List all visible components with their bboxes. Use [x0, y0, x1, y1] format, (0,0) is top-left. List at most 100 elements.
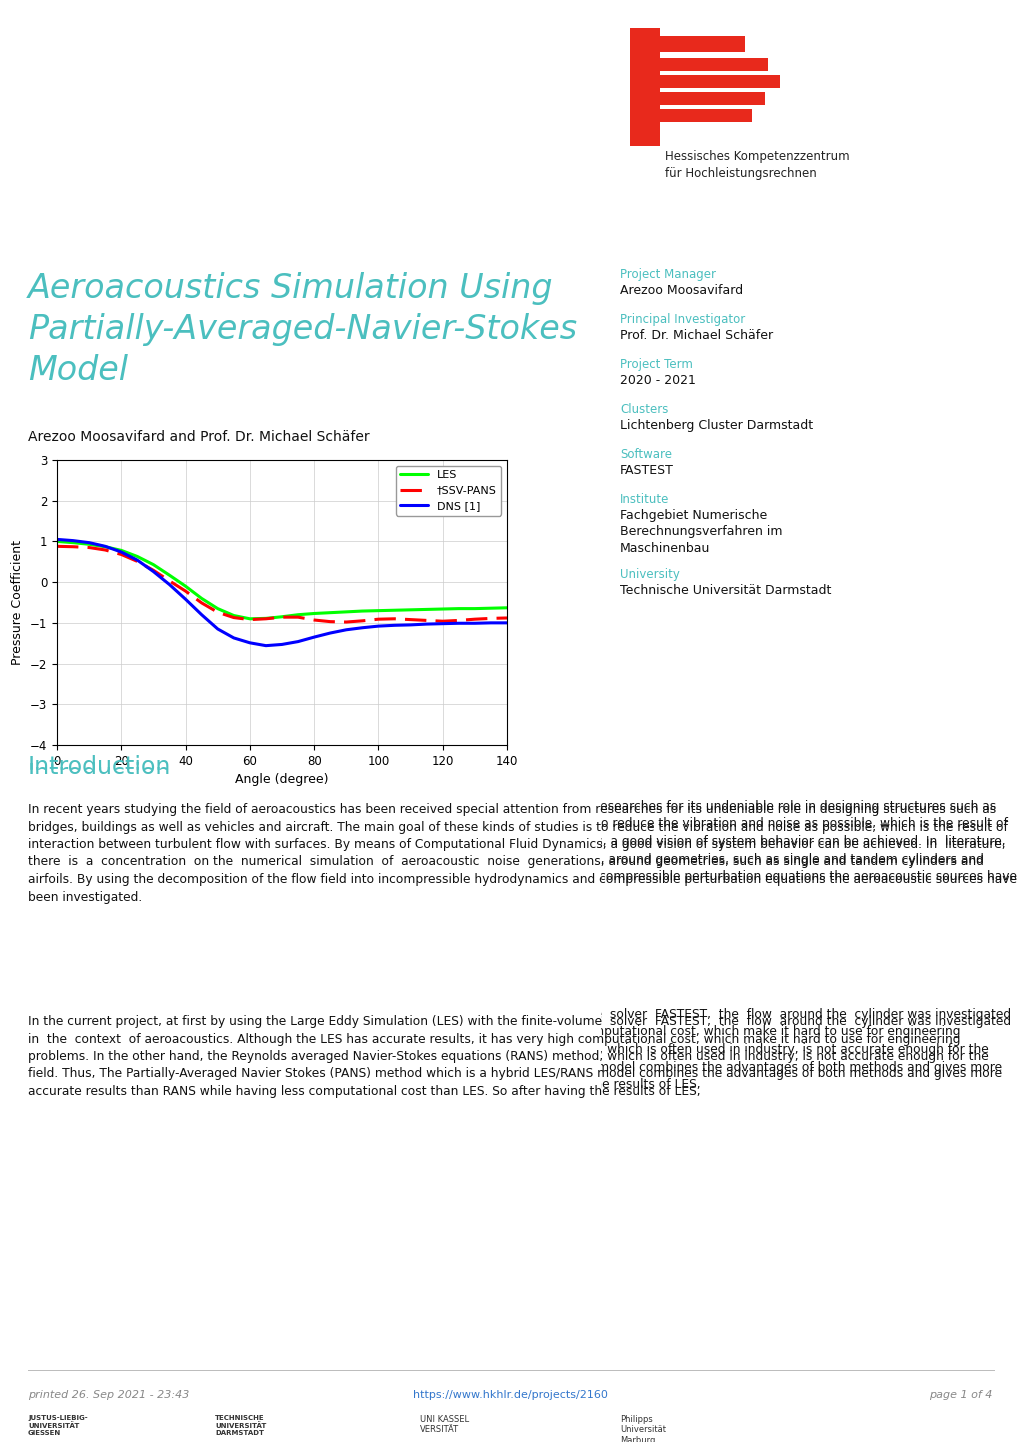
Text: Lichtenberg Cluster Darmstadt: Lichtenberg Cluster Darmstadt [620, 420, 812, 433]
DNS [1] [99, 538, 111, 555]
†SSV-PANS [420, 611, 432, 629]
DNS [1] [115, 544, 127, 561]
†SSV-PANS [436, 613, 448, 630]
LES [339, 603, 352, 620]
DNS [1] [244, 634, 256, 652]
†SSV-PANS [339, 613, 352, 630]
Line: DNS [1]: DNS [1] [57, 539, 506, 646]
DNS [1] [83, 534, 95, 551]
DNS [1] [260, 637, 272, 655]
LES [244, 610, 256, 627]
DNS [1] [196, 606, 208, 623]
DNS [1] [211, 620, 223, 637]
†SSV-PANS [244, 611, 256, 629]
Text: page 1 of 4: page 1 of 4 [927, 1390, 991, 1400]
DNS [1] [339, 622, 352, 639]
Bar [659, 75, 780, 88]
Text: https://www.hkhlr.de/projects/2160: https://www.hkhlr.de/projects/2160 [412, 1390, 607, 1400]
DNS [1] [147, 562, 159, 580]
LES [291, 606, 304, 623]
DNS [1] [436, 616, 448, 633]
DNS [1] [452, 614, 465, 632]
LES [163, 567, 175, 584]
†SSV-PANS [51, 538, 63, 555]
†SSV-PANS [179, 583, 192, 600]
Text: In recent years studying the field of aeroacoustics has been received special at: In recent years studying the field of ae… [28, 803, 1016, 904]
LES [260, 610, 272, 627]
DNS [1] [372, 617, 384, 634]
†SSV-PANS [469, 610, 481, 627]
†SSV-PANS [356, 613, 368, 630]
LES [308, 604, 320, 622]
†SSV-PANS [196, 594, 208, 611]
LES [356, 603, 368, 620]
LES [372, 601, 384, 619]
†SSV-PANS [163, 572, 175, 590]
DNS [1] [131, 551, 144, 568]
Text: Principal Investigator: Principal Investigator [620, 313, 745, 326]
LES [67, 534, 79, 551]
Text: 2020 - 2021: 2020 - 2021 [620, 373, 695, 386]
†SSV-PANS [83, 539, 95, 557]
DNS [1] [227, 629, 239, 646]
Bar [630, 27, 659, 146]
DNS [1] [500, 614, 513, 632]
Text: In the current project, at first by using the Large Eddy Simulation (LES) with t: In the current project, at first by usin… [28, 1015, 1014, 1097]
LES [83, 535, 95, 552]
LES [469, 600, 481, 617]
†SSV-PANS [260, 610, 272, 627]
LES [227, 607, 239, 624]
Bar [659, 58, 767, 71]
LES [211, 600, 223, 617]
DNS [1] [291, 633, 304, 650]
LES [484, 600, 496, 617]
DNS [1] [51, 531, 63, 548]
LES [51, 532, 63, 549]
DNS [1] [420, 616, 432, 633]
DNS [1] [484, 614, 496, 632]
†SSV-PANS [388, 610, 400, 627]
LES [388, 601, 400, 619]
DNS [1] [163, 575, 175, 593]
Text: UNI KASSEL
VERSITÄT: UNI KASSEL VERSITÄT [420, 1415, 469, 1435]
LES [196, 590, 208, 607]
DNS [1] [324, 624, 336, 642]
†SSV-PANS [67, 538, 79, 555]
Text: Philipps
Universität
Marburg: Philipps Universität Marburg [620, 1415, 665, 1442]
Text: Software: Software [620, 448, 672, 461]
DNS [1] [469, 614, 481, 632]
†SSV-PANS [484, 610, 496, 627]
Text: Arezoo Moosavifard: Arezoo Moosavifard [620, 284, 743, 297]
†SSV-PANS [308, 611, 320, 629]
LES [452, 600, 465, 617]
DNS [1] [388, 617, 400, 634]
Text: Introduction: Introduction [28, 761, 171, 786]
DNS [1] [356, 619, 368, 636]
Text: Aeroacoustics Simulation Using
Partially-Averaged-Navier-Stokes
Model: Aeroacoustics Simulation Using Partially… [28, 273, 577, 386]
Line: †SSV-PANS: †SSV-PANS [57, 547, 506, 622]
Y-axis label: Pressure Coefficient: Pressure Coefficient [11, 539, 24, 665]
†SSV-PANS [227, 609, 239, 626]
†SSV-PANS [99, 541, 111, 558]
LES [500, 598, 513, 616]
Text: FASTEST: FASTEST [620, 464, 674, 477]
LES [99, 538, 111, 555]
LES [115, 542, 127, 559]
LES [324, 604, 336, 622]
LES [131, 548, 144, 565]
Bar [659, 92, 764, 105]
†SSV-PANS [115, 547, 127, 564]
†SSV-PANS [405, 611, 417, 629]
Text: Prof. Dr. Michael Schäfer: Prof. Dr. Michael Schäfer [620, 329, 772, 342]
DNS [1] [67, 532, 79, 549]
LES [436, 600, 448, 617]
Text: Arezoo Moosavifard and Prof. Dr. Michael Schäfer: Arezoo Moosavifard and Prof. Dr. Michael… [28, 430, 369, 444]
Text: Technische Universität Darmstadt: Technische Universität Darmstadt [620, 584, 830, 597]
Text: JUSTUS-LIEBIG-
UNIVERSITÄT
GIESSEN: JUSTUS-LIEBIG- UNIVERSITÄT GIESSEN [28, 1415, 88, 1436]
†SSV-PANS [131, 552, 144, 570]
DNS [1] [405, 616, 417, 633]
†SSV-PANS [372, 610, 384, 627]
†SSV-PANS [147, 562, 159, 580]
Legend: LES, †SSV-PANS, DNS [1]: LES, †SSV-PANS, DNS [1] [395, 466, 501, 516]
Text: Fachgebiet Numerische
Berechnungsverfahren im
Maschinenbau: Fachgebiet Numerische Berechnungsverfahr… [620, 509, 782, 555]
